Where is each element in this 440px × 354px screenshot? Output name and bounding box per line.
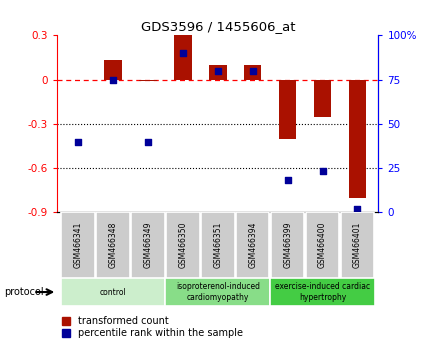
- Text: GSM466400: GSM466400: [318, 222, 327, 268]
- Bar: [349, 80, 366, 198]
- Text: protocol: protocol: [4, 287, 44, 297]
- FancyBboxPatch shape: [131, 212, 165, 278]
- FancyBboxPatch shape: [62, 212, 95, 278]
- Text: isoproterenol-induced
cardiomyopathy: isoproterenol-induced cardiomyopathy: [176, 282, 260, 302]
- FancyBboxPatch shape: [270, 278, 375, 306]
- Point: [180, 50, 187, 56]
- FancyBboxPatch shape: [166, 212, 200, 278]
- FancyBboxPatch shape: [96, 212, 130, 278]
- Point: [284, 177, 291, 183]
- FancyBboxPatch shape: [165, 278, 270, 306]
- Point: [249, 68, 256, 74]
- Point: [319, 168, 326, 174]
- Text: GSM466351: GSM466351: [213, 222, 222, 268]
- FancyBboxPatch shape: [236, 212, 269, 278]
- Point: [214, 68, 221, 74]
- Bar: [209, 65, 227, 80]
- FancyBboxPatch shape: [306, 212, 339, 278]
- Bar: [174, 35, 191, 80]
- Point: [75, 139, 82, 144]
- Text: GSM466349: GSM466349: [143, 222, 153, 268]
- Bar: [279, 80, 297, 139]
- Point: [110, 77, 117, 82]
- Point: [144, 139, 151, 144]
- Text: GSM466401: GSM466401: [353, 222, 362, 268]
- Legend: transformed count, percentile rank within the sample: transformed count, percentile rank withi…: [62, 316, 242, 338]
- FancyBboxPatch shape: [271, 212, 304, 278]
- FancyBboxPatch shape: [341, 212, 374, 278]
- FancyBboxPatch shape: [201, 212, 235, 278]
- FancyBboxPatch shape: [61, 278, 165, 306]
- Text: control: control: [100, 287, 126, 297]
- Bar: [104, 61, 122, 80]
- Bar: [244, 65, 261, 80]
- Bar: [314, 80, 331, 116]
- Title: GDS3596 / 1455606_at: GDS3596 / 1455606_at: [140, 20, 295, 33]
- Text: exercise-induced cardiac
hypertrophy: exercise-induced cardiac hypertrophy: [275, 282, 370, 302]
- Text: GSM466399: GSM466399: [283, 222, 292, 268]
- Point: [354, 207, 361, 212]
- Text: GSM466348: GSM466348: [109, 222, 117, 268]
- Text: GSM466394: GSM466394: [248, 222, 257, 268]
- Text: GSM466350: GSM466350: [178, 222, 187, 268]
- Text: GSM466341: GSM466341: [73, 222, 83, 268]
- Bar: [139, 80, 157, 81]
